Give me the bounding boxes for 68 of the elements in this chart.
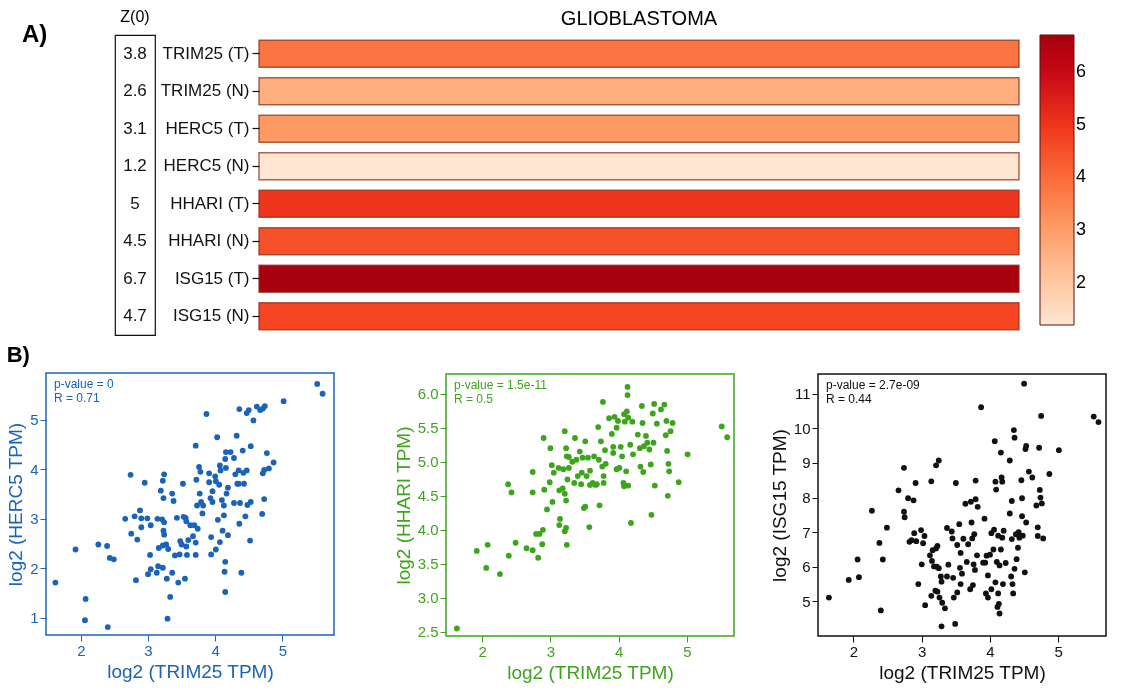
x-axis-title: log2 (TRIM25 TPM) — [879, 661, 1046, 683]
y-tick-label: 8 — [802, 489, 811, 507]
x-tick-label: 2 — [77, 641, 86, 659]
x-tick-label: 5 — [278, 641, 287, 659]
y-tick-label: 1 — [30, 609, 39, 627]
y-tick-label: 9 — [802, 454, 811, 472]
y-axis-title: log2 (ISG15 TPM) — [768, 429, 790, 582]
x-tick-label: 2 — [478, 642, 487, 660]
x-tick-label: 3 — [918, 642, 927, 660]
y2-tick-label: 4.5 — [123, 231, 147, 251]
annotation: R = 0.71 — [54, 391, 101, 405]
x-tick-label: 3 — [144, 641, 153, 659]
annotation: p-value = 2.7e-09 — [826, 378, 921, 392]
y-tick-label: TRIM25 (N) — [160, 81, 250, 101]
y-tick-label: TRIM25 (T) — [162, 43, 250, 63]
y-tick-label: 3.0 — [417, 589, 439, 607]
y-tick-label: 2 — [30, 559, 39, 577]
y2-tick-label: 4.7 — [123, 306, 147, 326]
chart-title: GLIOBLASTOMA — [560, 7, 718, 29]
y-tick-label: 4 — [30, 460, 39, 478]
x-axis-title: log2 (TRIM25 TPM) — [107, 660, 274, 682]
y-tick-label: 2.5 — [417, 623, 439, 641]
y-tick-label: HERC5 (T) — [165, 118, 250, 138]
y-tick-label: HHARI (N) — [168, 231, 250, 251]
y-tick-label: 4.5 — [417, 487, 439, 505]
text: Z(0) — [120, 8, 150, 25]
y-tick-label: 5 — [30, 411, 39, 429]
y2-tick-label: 5 — [130, 193, 140, 213]
color-bar-label: 6 — [1076, 60, 1087, 81]
y-tick-label: 3.5 — [417, 555, 439, 573]
y-tick-label: 3 — [30, 510, 39, 528]
y-tick-label: 4.0 — [417, 521, 439, 539]
y-tick-label: HERC5 (N) — [163, 156, 250, 176]
y-tick-label: ISG15 (T) — [174, 268, 250, 288]
x-tick-label: 5 — [683, 642, 692, 660]
x-tick-label: 4 — [614, 642, 624, 660]
annotation: R = 0.44 — [826, 392, 873, 406]
color-bar-label: 4 — [1076, 166, 1087, 187]
y2-tick-label: 3.8 — [123, 43, 147, 63]
y-axis-title: log2 (HERC5 TPM) — [5, 422, 27, 587]
y2-tick-label: 2.6 — [123, 81, 147, 101]
y-tick-label: 5.5 — [417, 419, 439, 437]
y-axis-title: log2 (HHARI TPM) — [392, 426, 414, 585]
y2-tick-label: 6.7 — [123, 268, 147, 288]
y-tick-label: 5.0 — [417, 453, 439, 471]
y-tick-label: ISG15 (N) — [172, 306, 250, 326]
color-bar-label: 5 — [1076, 113, 1087, 134]
y-tick-label: 10 — [793, 419, 811, 437]
y-tick-label: 11 — [794, 385, 811, 403]
y2-tick-label: 1.2 — [123, 156, 147, 176]
x-tick-label: 5 — [1054, 642, 1063, 660]
x-tick-label: 2 — [849, 642, 859, 660]
y2-tick-label: 3.1 — [123, 118, 147, 138]
x-tick-label: 3 — [546, 642, 556, 660]
annotation: p-value = 0 — [54, 377, 115, 391]
annotation: R = 0.5 — [454, 392, 494, 406]
y-tick-label: 6 — [802, 558, 811, 576]
x-axis-title: log2 (TRIM25 TPM) — [507, 661, 674, 683]
y-tick-label: HHARI (T) — [170, 193, 250, 213]
color-bar-label: 2 — [1076, 271, 1087, 292]
x-tick-label: 4 — [986, 642, 995, 660]
y-tick-label: 7 — [802, 523, 811, 541]
y-tick-label: 5 — [802, 592, 811, 610]
annotation: p-value = 1.5e-11 — [454, 378, 548, 392]
panel-label: A) — [22, 20, 48, 48]
chart-title: B) — [6, 342, 30, 367]
y-tick-label: 6.0 — [417, 385, 439, 403]
color-bar-label: 3 — [1076, 219, 1087, 240]
